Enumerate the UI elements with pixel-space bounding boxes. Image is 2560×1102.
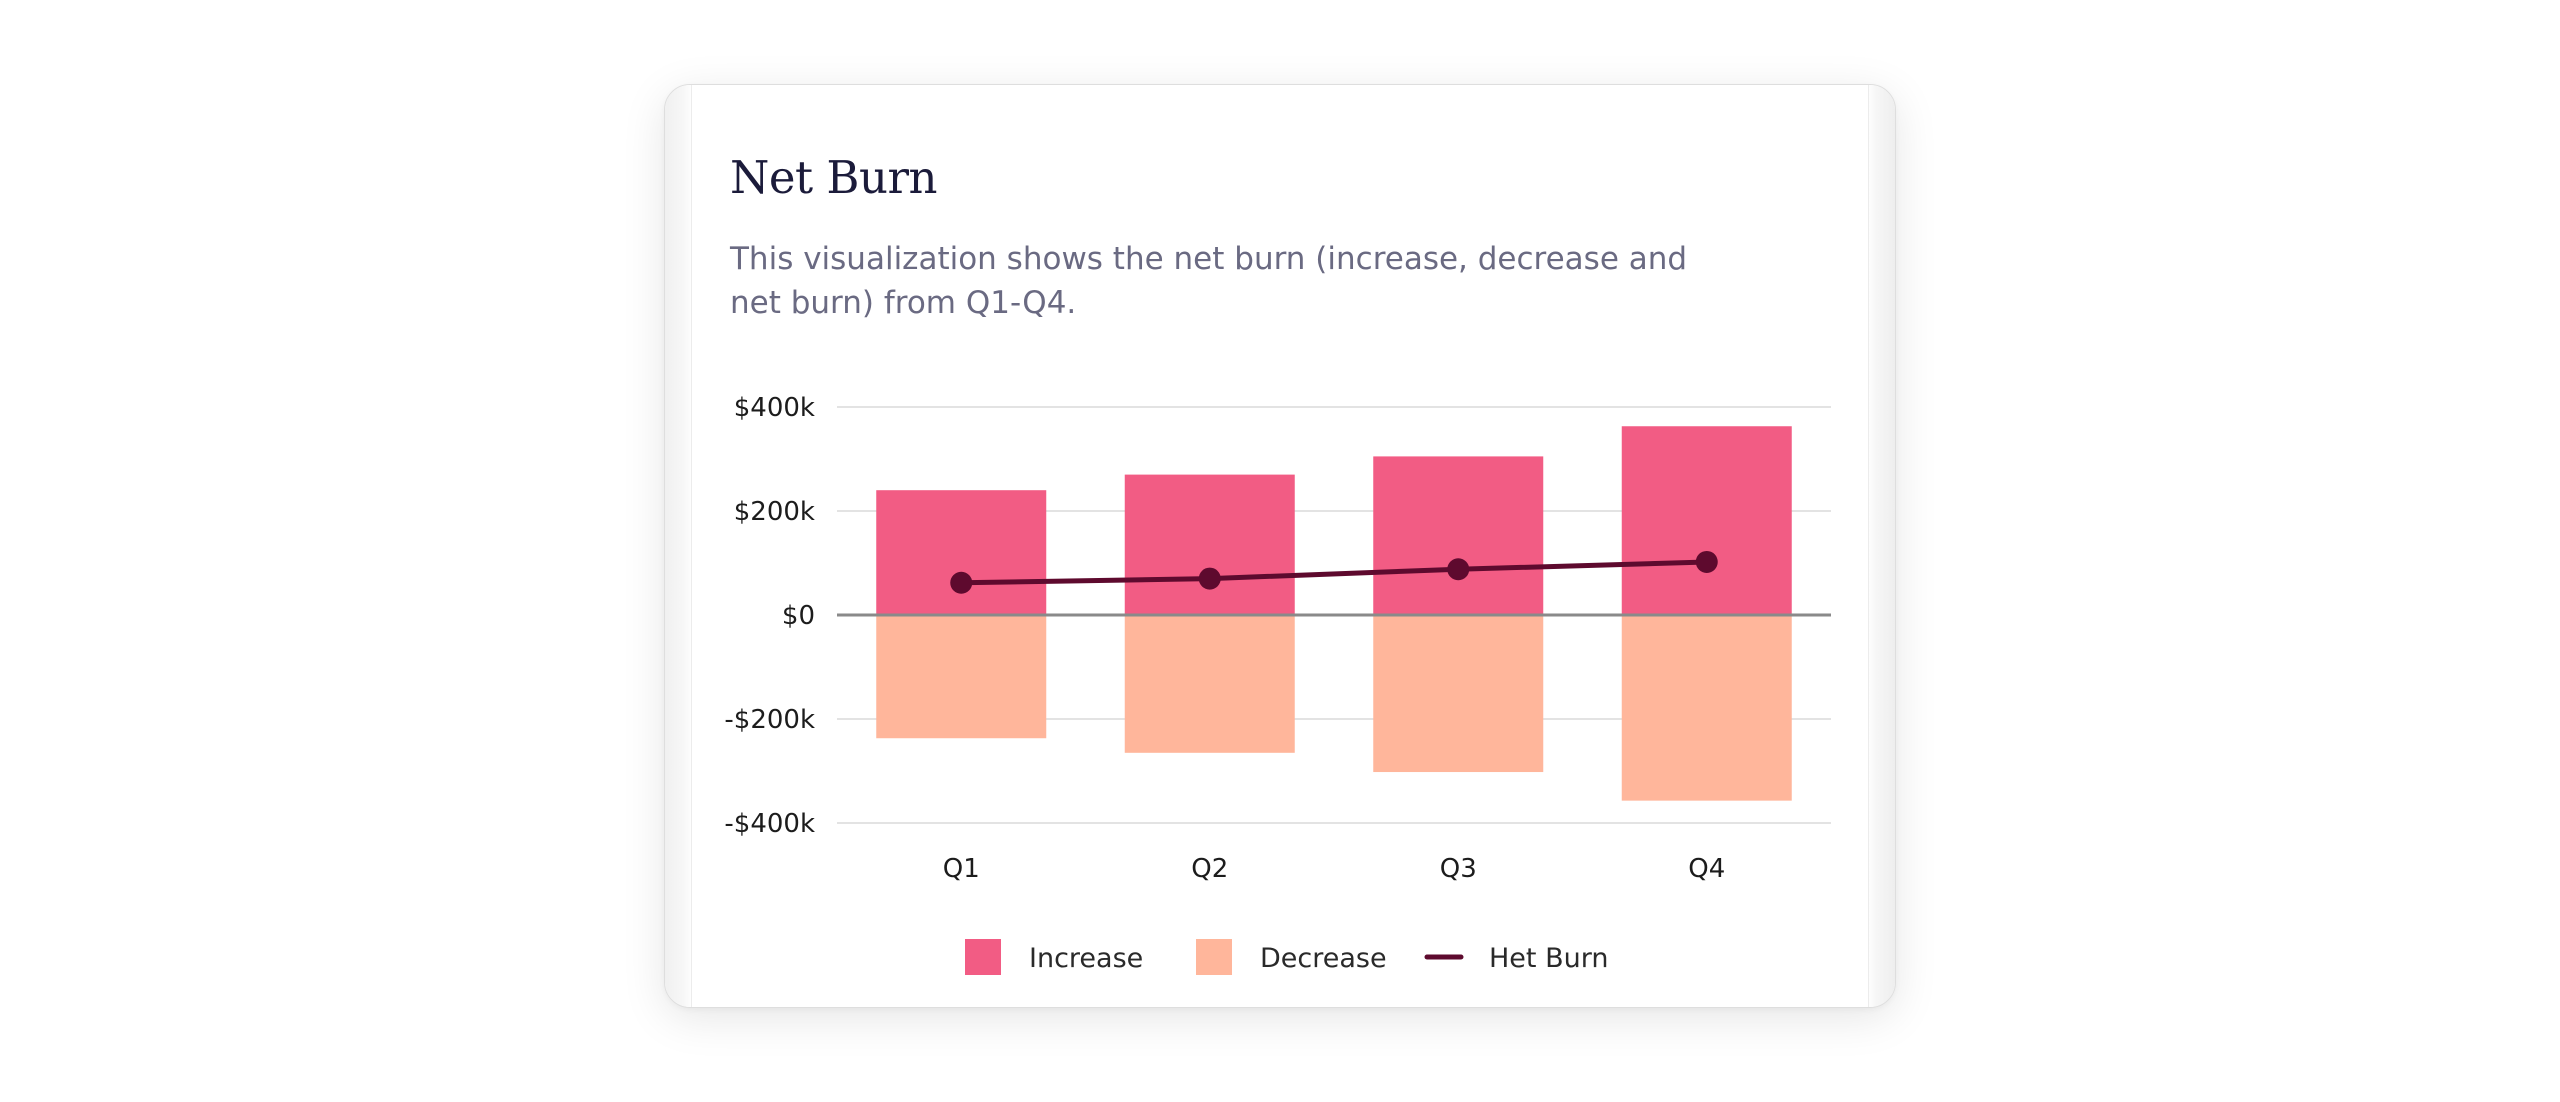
increase-bar xyxy=(1373,456,1544,615)
y-tick-label: $0 xyxy=(782,601,815,631)
increase-bar xyxy=(1124,474,1295,615)
bar-layer xyxy=(876,426,1792,801)
net-burn-line-layer xyxy=(950,550,1718,594)
x-tick-label: Q4 xyxy=(1688,854,1725,884)
x-tick-label: Q2 xyxy=(1191,854,1228,884)
net-burn-line xyxy=(958,559,1710,586)
card-description: This visualization shows the net burn (i… xyxy=(730,241,1688,321)
net-burn-point xyxy=(1447,558,1470,581)
increase-bar xyxy=(1621,426,1792,615)
legend-label: Decrease xyxy=(1260,943,1387,974)
card-left-edge xyxy=(665,85,692,1007)
net-burn-chart: $400k $200k $0 -$200k -$400k Q1 Q2 Q3 Q4 Increas… xyxy=(724,393,1831,975)
y-tick-label: $400k xyxy=(734,393,815,423)
legend-label: Het Burn xyxy=(1489,943,1608,974)
increase-bar xyxy=(876,490,1047,615)
net-burn-card: Net Burn This visualization shows the ne… xyxy=(664,84,1896,1008)
y-tick-label: -$400k xyxy=(724,809,815,839)
legend-swatch-increase xyxy=(965,939,1001,975)
net-burn-point xyxy=(1198,567,1221,590)
net-burn-point xyxy=(1695,550,1718,573)
y-tick-label: -$200k xyxy=(724,705,815,735)
legend: Increase Decrease Het Burn xyxy=(965,939,1608,975)
net-burn-point xyxy=(950,571,973,594)
decrease-bar xyxy=(1621,615,1792,801)
decrease-bar xyxy=(1124,615,1295,753)
axis-label-layer: $400k $200k $0 -$200k -$400k Q1 Q2 Q3 Q4 xyxy=(724,393,1725,884)
decrease-bar xyxy=(876,615,1047,739)
x-tick-label: Q1 xyxy=(943,854,980,884)
decrease-bar xyxy=(1373,615,1544,773)
legend-swatch-decrease xyxy=(1196,939,1232,975)
x-tick-label: Q3 xyxy=(1440,854,1477,884)
card-title: Net Burn xyxy=(730,151,937,204)
legend-label: Increase xyxy=(1029,943,1143,974)
card-right-edge xyxy=(1868,85,1895,1007)
y-tick-label: $200k xyxy=(734,497,815,527)
